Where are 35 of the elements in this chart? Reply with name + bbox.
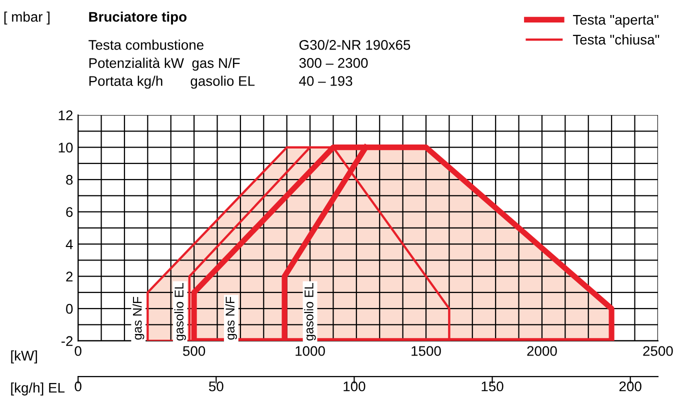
text: Potenzialità kW gas N/F [89, 58, 240, 71]
x2-tick-label: 200 [619, 381, 642, 392]
text: 300 – 2300 [299, 58, 368, 68]
legend-label: Testa "chiusa" [572, 34, 660, 45]
y-tick-label: 0 [66, 304, 73, 314]
text: G30/2-NR 190x65 [299, 40, 410, 50]
x-tick-label: 0 [74, 346, 82, 356]
x2-tick-label: 100 [344, 381, 366, 392]
annotation: gas N/F [225, 296, 237, 340]
x-tick-label: 1500 [412, 346, 441, 356]
y-tick-label: 10 [58, 142, 73, 153]
y-tick-label: 12 [58, 110, 73, 120]
x2-axis-title: [kg/h] EL [11, 382, 65, 396]
legend-label: Testa "aperta" [572, 15, 658, 28]
annotation: gasolio EL [304, 283, 316, 340]
x-tick-label: 500 [183, 346, 206, 356]
x-tick-label: 1000 [296, 346, 325, 356]
text: [ mbar ] [4, 12, 50, 25]
x2-tick-label: 150 [482, 381, 504, 392]
x2-tick-label: 50 [208, 381, 224, 392]
annotation: gasolio EL [174, 283, 186, 340]
x-axis-title: [kW] [11, 350, 37, 364]
annotation: gas N/F [132, 296, 144, 340]
x-tick-label: 2000 [527, 346, 557, 356]
text: Portata kg/h gasolio EL [89, 76, 255, 89]
x2-tick-label: 0 [74, 381, 82, 392]
y-tick-label: 8 [66, 174, 73, 185]
y-tick-label: -2 [61, 336, 73, 346]
text: Testa combustione [88, 40, 204, 50]
y-tick-label: 6 [66, 207, 73, 218]
y-tick-label: 4 [66, 240, 73, 250]
text: Bruciatore tipo [89, 12, 186, 25]
text: 40 – 193 [299, 76, 352, 86]
x-tick-label: 2500 [643, 346, 673, 356]
y-tick-label: 2 [66, 272, 73, 282]
